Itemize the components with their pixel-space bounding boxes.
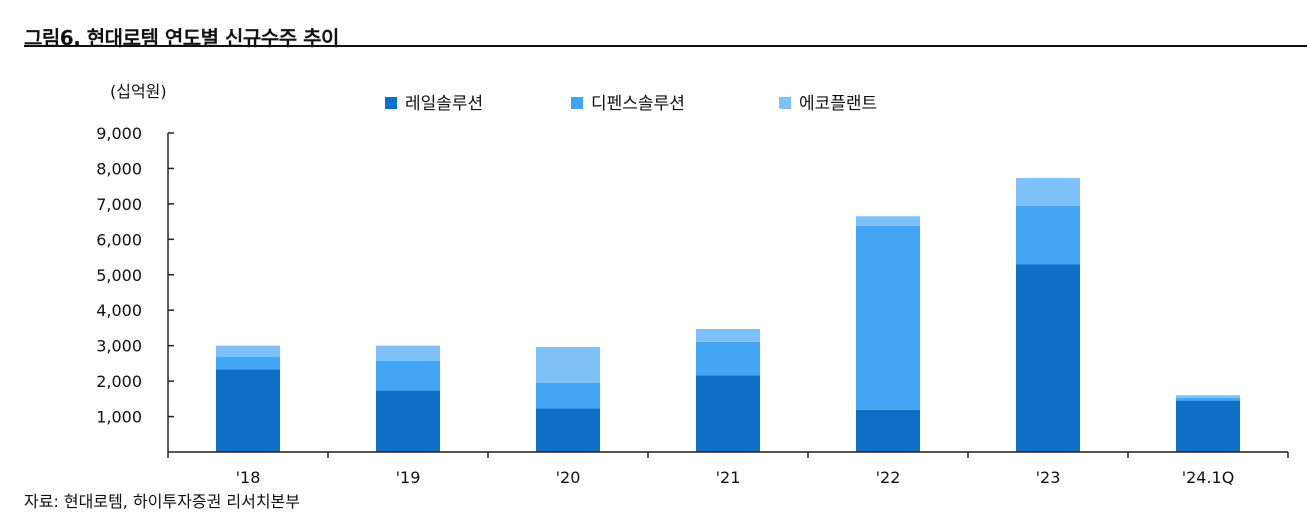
x-tick-label: '19 (396, 468, 421, 487)
bar-segment (1176, 397, 1240, 401)
y-axis: (십억원) 1,000 2,000 3,000 4,000 5,000 6,000 7,000… (96, 82, 174, 452)
bar-segment (1016, 264, 1080, 452)
bar-segment (856, 409, 920, 452)
y-tick-label: 3,000 (96, 337, 142, 356)
y-tick-label: 4,000 (96, 301, 142, 320)
bar-segment (696, 341, 760, 376)
bar-segment (376, 345, 440, 361)
legend-swatch (385, 97, 397, 109)
y-tick-label: 2,000 (96, 372, 142, 391)
legend: 레일솔루션 디펜스솔루션 에코플랜트 (385, 94, 877, 114)
bar-segment (536, 382, 600, 409)
legend-swatch (571, 97, 583, 109)
bar-segment (696, 375, 760, 452)
y-tick-label: 7,000 (96, 195, 142, 214)
bar-segment (1176, 400, 1240, 452)
bar-segment (1016, 206, 1080, 265)
title-divider (24, 45, 1307, 47)
x-tick-label: '22 (876, 468, 901, 487)
bar-segment (696, 329, 760, 342)
x-tick-label: '21 (716, 468, 741, 487)
legend-label: 레일솔루션 (405, 94, 483, 114)
legend-swatch (779, 97, 791, 109)
x-tick-label: '18 (236, 468, 261, 487)
x-axis: '18 '19 '20 '21 '22 '23 '24.1Q (167, 451, 1289, 487)
source-note: 자료: 현대로템, 하이투자증권 리서치본부 (24, 492, 300, 511)
y-tick-label: 6,000 (96, 230, 142, 249)
bar-segment (1016, 178, 1080, 207)
x-tick-label: '20 (556, 468, 581, 487)
y-tick-label: 1,000 (96, 408, 142, 427)
x-tick-label: '23 (1036, 468, 1061, 487)
bar-segment (536, 347, 600, 383)
y-tick-label: 8,000 (96, 159, 142, 178)
bar-segment (216, 345, 280, 358)
legend-label: 디펜스솔루션 (591, 94, 685, 114)
y-tick-label: 9,000 (96, 124, 142, 143)
bar-segment (216, 357, 280, 370)
bar-segment (376, 390, 440, 452)
legend-label: 에코플랜트 (799, 94, 877, 114)
bar-segment (376, 360, 440, 391)
bar-segment (536, 408, 600, 452)
bar-segment (856, 216, 920, 226)
bars (216, 178, 1240, 452)
bar-segment (1176, 395, 1240, 398)
y-tick-label: 5,000 (96, 266, 142, 285)
unit-label: (십억원) (110, 82, 167, 101)
bar-segment (856, 225, 920, 410)
bar-segment (216, 369, 280, 452)
x-tick-label: '24.1Q (1182, 468, 1235, 487)
